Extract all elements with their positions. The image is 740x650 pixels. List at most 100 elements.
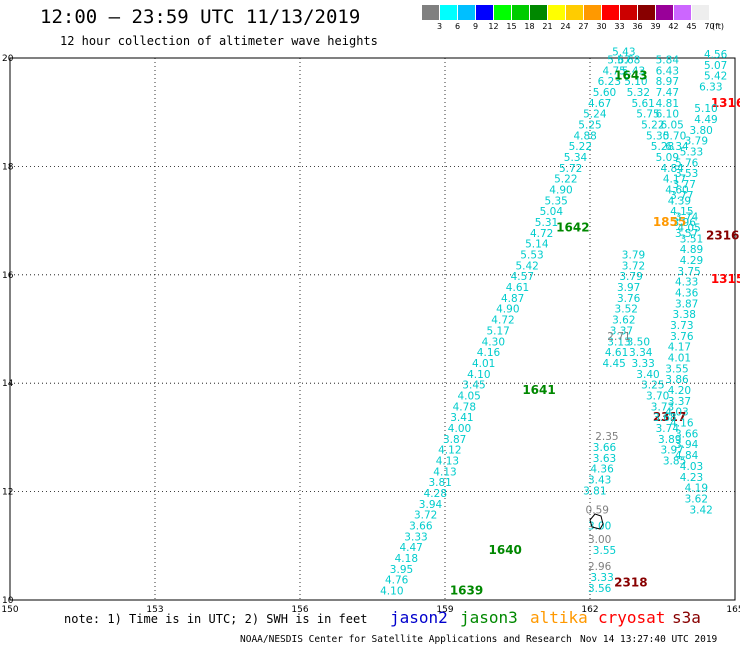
y-tick-label: 12: [2, 488, 13, 498]
legend-swatch: [476, 5, 493, 20]
legend-label: 45: [686, 22, 697, 31]
x-tick-label: 150: [1, 605, 18, 615]
legend-swatch: [566, 5, 583, 20]
swh-value: 3.50: [627, 336, 650, 348]
swh-value: 3.79: [685, 136, 708, 148]
satellite-legend-jason3: jason3: [460, 608, 518, 627]
legend-swatch: [494, 5, 511, 20]
swh-value: 3.74: [656, 423, 680, 435]
swh-value: 3.63: [593, 453, 616, 465]
swh-value: 3.73: [651, 401, 674, 413]
swh-value: 4.05: [677, 222, 700, 234]
swh-value: 6.23: [598, 76, 621, 88]
swh-value: 3.45: [462, 380, 485, 392]
swh-value: 3.55: [593, 545, 616, 557]
swh-value: 3.40: [636, 369, 659, 381]
swh-value: 5.42: [704, 71, 727, 83]
swh-value: 4.12: [438, 445, 461, 457]
pass-id-label: 2317: [653, 410, 686, 424]
swh-value: 4.89: [680, 244, 703, 256]
swh-annotation: 2.35: [595, 431, 618, 443]
swh-value: 5.70: [663, 130, 686, 142]
swh-value: 3.33: [590, 572, 613, 584]
swh-value: 5.68: [617, 54, 640, 66]
swh-value: 3.77: [670, 190, 693, 202]
swh-value: 3.77: [673, 179, 696, 191]
legend-swatch: [530, 5, 547, 20]
swh-value: 3.37: [610, 325, 633, 337]
swh-value: 3.38: [673, 309, 696, 321]
footer-credit: NOAA/NESDIS Center for Satellite Applica…: [240, 634, 572, 645]
swh-value: 4.75: [602, 65, 625, 77]
y-tick-label: 10: [2, 596, 14, 606]
swh-value: 4.03: [680, 461, 703, 473]
swh-value: 3.81: [428, 477, 451, 489]
y-tick-label: 16: [2, 271, 14, 281]
swh-value: 4.90: [549, 185, 572, 197]
pass-id-label: 2318: [614, 575, 647, 589]
swh-value: 5.84: [656, 54, 680, 66]
swh-value: 3.34: [629, 347, 653, 359]
swh-value: 5.31: [535, 217, 558, 229]
legend-label: 33: [614, 22, 625, 31]
legend-label: 15: [506, 22, 517, 31]
swh-value: 3.94: [675, 439, 699, 451]
satellite-legend-altika: altika: [530, 608, 588, 627]
swh-value: 3.56: [588, 583, 612, 595]
legend-swatch: [656, 5, 673, 20]
swh-value: 4.15: [670, 206, 693, 218]
island-coastline: [589, 513, 604, 530]
swh-value: 3.97: [617, 282, 640, 294]
swh-value: 5.22: [554, 174, 577, 186]
swh-value: 3.53: [675, 168, 698, 180]
pass-id-label: 1639: [450, 584, 483, 598]
swh-value: 3.68: [653, 412, 676, 424]
swh-value: 4.39: [668, 195, 691, 207]
swh-value: 4.17: [663, 174, 686, 186]
x-tick-label: 165: [726, 605, 740, 615]
swh-value: 4.00: [448, 423, 471, 435]
x-tick-label: 156: [291, 605, 308, 615]
swh-value: 5.75: [636, 109, 659, 121]
y-tick-label: 18: [2, 162, 14, 172]
legend-swatch: [458, 5, 475, 20]
swh-value: 3.76: [617, 293, 641, 305]
satellite-legend-jason2: jason2: [390, 608, 448, 627]
legend-swatch: [692, 5, 709, 20]
swh-value: 6.43: [656, 65, 679, 77]
swh-value: 4.72: [530, 228, 553, 240]
swh-value: 5.24: [583, 109, 607, 121]
swh-value: 4.20: [668, 385, 691, 397]
swh-value: 5.17: [486, 325, 509, 337]
swh-value: 3.87: [675, 298, 698, 310]
swh-value: 4.60: [665, 185, 688, 197]
swh-value: 4.84: [675, 450, 699, 462]
swh-value: 3.72: [622, 260, 645, 272]
swh-value: 3.70: [646, 390, 669, 402]
swh-value: 5.30: [646, 130, 669, 142]
plot-frame: [9, 57, 736, 601]
pass-id-label: 1855: [653, 215, 686, 229]
swh-value: 5.10: [694, 103, 717, 115]
legend-label: 3: [436, 22, 443, 31]
swh-value: 5.32: [627, 87, 650, 99]
swh-value: 3.00: [588, 521, 611, 533]
pass-id-label: 1315: [711, 272, 740, 286]
swh-value: 5.25: [578, 119, 601, 131]
swh-value: 5.60: [593, 87, 616, 99]
legend-label: 21: [542, 22, 553, 31]
legend-swatch: [638, 5, 655, 20]
swh-value: 3.52: [615, 304, 638, 316]
swh-value: 3.66: [675, 428, 699, 440]
swh-value: 3.79: [619, 271, 642, 283]
swh-value: 3.74: [675, 212, 699, 224]
swh-value: 5.43: [622, 65, 645, 77]
swh-value: 3.66: [593, 442, 617, 454]
page-subtitle: 12 hour collection of altimeter wave hei…: [60, 34, 378, 48]
swh-value: 3.72: [414, 510, 437, 522]
swh-value: 4.18: [395, 553, 418, 565]
swh-value: 6.05: [660, 119, 683, 131]
pass-id-label: 1641: [522, 383, 555, 397]
swh-value: 5.35: [544, 195, 567, 207]
